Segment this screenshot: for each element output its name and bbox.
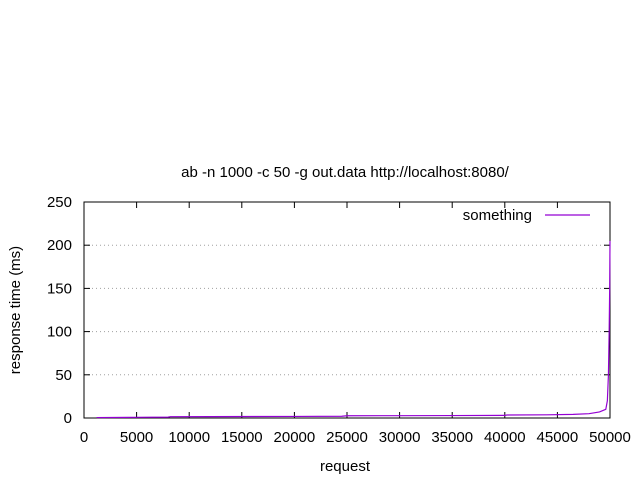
x-tick-label: 50000 (589, 429, 631, 446)
series-line-something (96, 240, 611, 419)
y-tick-label: 150 (47, 280, 72, 297)
x-tick-label: 20000 (274, 429, 316, 446)
x-axis-label: request (320, 458, 371, 475)
y-tick-label: 250 (47, 194, 72, 211)
y-tick-label: 0 (64, 410, 72, 427)
x-tick-label: 40000 (484, 429, 526, 446)
y-axis-ticks: 0 50 100 150 200 250 (47, 194, 610, 427)
y-tick-label: 50 (55, 367, 72, 384)
x-tick-label: 0 (80, 429, 88, 446)
legend: something (463, 207, 590, 224)
x-tick-label: 25000 (326, 429, 368, 446)
x-tick-label: 10000 (168, 429, 210, 446)
x-tick-label: 5000 (120, 429, 153, 446)
grid-lines (84, 244, 610, 376)
x-tick-label: 45000 (537, 429, 579, 446)
chart-title: ab -n 1000 -c 50 -g out.data http://loca… (181, 164, 510, 181)
legend-label-something: something (463, 207, 532, 224)
x-tick-label: 15000 (221, 429, 263, 446)
x-axis-ticks: 0 5000 10000 15000 20000 25000 30000 35000 40000… (80, 202, 631, 446)
y-tick-label: 100 (47, 324, 72, 341)
x-tick-label: 30000 (379, 429, 421, 446)
x-tick-label: 35000 (431, 429, 473, 446)
y-axis-label: response time (ms) (7, 246, 24, 374)
y-tick-label: 200 (47, 237, 72, 254)
plot-frame (83, 201, 611, 419)
